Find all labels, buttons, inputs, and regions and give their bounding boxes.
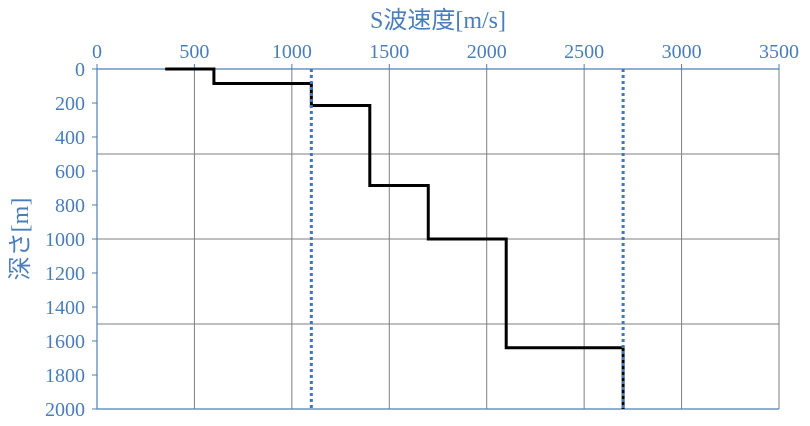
y-tick-label-5: 1000 xyxy=(45,229,85,251)
x-tick-label-3: 1500 xyxy=(369,41,409,63)
y-tick-label-7: 1400 xyxy=(45,297,85,319)
x-tick-label-6: 3000 xyxy=(662,41,702,63)
x-tick-label-2: 1000 xyxy=(272,41,312,63)
y-tick-label-1: 200 xyxy=(55,93,85,115)
x-tick-label-1: 500 xyxy=(179,41,209,63)
y-tick-label-8: 1600 xyxy=(45,331,85,353)
y-tick-label-9: 1800 xyxy=(45,365,85,387)
axes xyxy=(92,64,780,410)
y-tick-label-10: 2000 xyxy=(45,399,85,421)
x-axis-title: S波速度[m/s] xyxy=(370,7,506,34)
x-tick-label-5: 2500 xyxy=(564,41,604,63)
series xyxy=(165,67,625,409)
tick-labels: 0 500 1000 1500 2000 2500 3000 3500 0 200 400 600 80… xyxy=(45,41,799,421)
velocity-profile-line-0 xyxy=(165,67,625,409)
x-tick-label-7: 3500 xyxy=(759,41,799,63)
y-tick-label-3: 600 xyxy=(55,161,85,183)
y-tick-label-2: 400 xyxy=(55,127,85,149)
y-tick-label-4: 800 xyxy=(55,195,85,217)
y-axis-title: 深さ[m] xyxy=(7,198,34,281)
x-tick-label-0: 0 xyxy=(92,41,102,63)
y-tick-label-6: 1200 xyxy=(45,263,85,285)
x-tick-label-4: 2000 xyxy=(467,41,507,63)
y-tick-label-0: 0 xyxy=(75,59,85,81)
